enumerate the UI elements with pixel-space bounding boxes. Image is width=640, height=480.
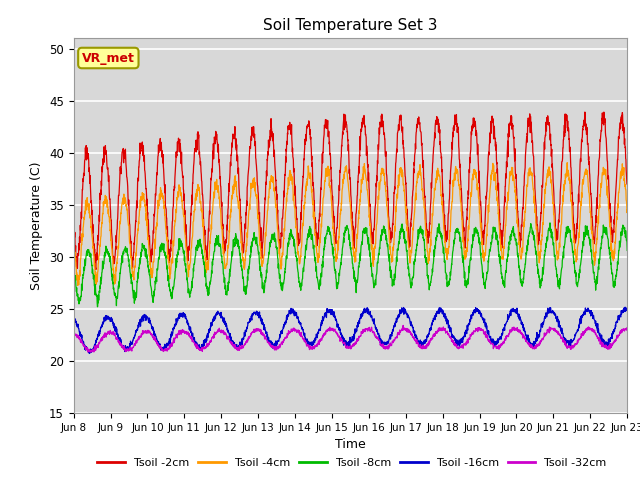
- Tsoil -4cm: [367, 232, 374, 238]
- Tsoil -16cm: [225, 328, 232, 334]
- Tsoil -4cm: [225, 245, 232, 251]
- Tsoil -16cm: [86, 350, 93, 356]
- Tsoil -32cm: [512, 325, 520, 331]
- Y-axis label: Soil Temperature (C): Soil Temperature (C): [31, 161, 44, 290]
- Legend: Tsoil -2cm, Tsoil -4cm, Tsoil -8cm, Tsoil -16cm, Tsoil -32cm: Tsoil -2cm, Tsoil -4cm, Tsoil -8cm, Tsoi…: [93, 453, 611, 472]
- Tsoil -32cm: [86, 349, 94, 355]
- Tsoil -2cm: [574, 201, 582, 206]
- Tsoil -8cm: [546, 220, 554, 226]
- Tsoil -16cm: [621, 304, 629, 310]
- Tsoil -32cm: [225, 335, 232, 341]
- Tsoil -32cm: [70, 330, 77, 336]
- Tsoil -32cm: [590, 329, 598, 335]
- Tsoil -4cm: [74, 282, 81, 288]
- Line: Tsoil -2cm: Tsoil -2cm: [74, 112, 627, 412]
- Line: Tsoil -4cm: Tsoil -4cm: [74, 163, 627, 285]
- Tsoil -2cm: [623, 181, 631, 187]
- Tsoil -32cm: [575, 336, 582, 342]
- Line: Tsoil -32cm: Tsoil -32cm: [74, 325, 627, 352]
- Line: Tsoil -16cm: Tsoil -16cm: [74, 307, 627, 353]
- Tsoil -8cm: [367, 257, 374, 263]
- Tsoil -2cm: [511, 164, 519, 169]
- Tsoil -4cm: [575, 230, 582, 236]
- Tsoil -2cm: [378, 120, 386, 126]
- Tsoil -8cm: [511, 238, 519, 243]
- Tsoil -8cm: [590, 270, 598, 276]
- Tsoil -8cm: [575, 276, 582, 282]
- Tsoil -4cm: [70, 239, 77, 245]
- Tsoil -16cm: [623, 308, 631, 313]
- Tsoil -32cm: [623, 326, 631, 332]
- Tsoil -8cm: [379, 228, 387, 234]
- Tsoil -2cm: [581, 109, 589, 115]
- Tsoil -32cm: [367, 327, 374, 333]
- Tsoil -16cm: [575, 325, 582, 331]
- Tsoil -32cm: [399, 323, 407, 328]
- Tsoil -16cm: [367, 313, 374, 319]
- Tsoil -16cm: [590, 315, 598, 321]
- Title: Soil Temperature Set 3: Soil Temperature Set 3: [263, 18, 438, 33]
- Tsoil -4cm: [563, 160, 571, 166]
- Tsoil -8cm: [93, 304, 101, 310]
- Tsoil -2cm: [224, 207, 232, 213]
- Tsoil -4cm: [379, 166, 387, 172]
- Tsoil -2cm: [70, 409, 77, 415]
- Tsoil -8cm: [623, 248, 631, 253]
- Line: Tsoil -8cm: Tsoil -8cm: [74, 223, 627, 307]
- X-axis label: Time: Time: [335, 438, 366, 451]
- Tsoil -4cm: [623, 207, 631, 213]
- Tsoil -2cm: [590, 234, 598, 240]
- Text: VR_met: VR_met: [82, 51, 135, 64]
- Tsoil -2cm: [367, 209, 374, 215]
- Tsoil -8cm: [70, 267, 77, 273]
- Tsoil -4cm: [511, 187, 519, 193]
- Tsoil -16cm: [511, 309, 519, 314]
- Tsoil -16cm: [379, 339, 387, 345]
- Tsoil -16cm: [70, 316, 77, 322]
- Tsoil -4cm: [590, 252, 598, 258]
- Tsoil -8cm: [225, 279, 232, 285]
- Tsoil -32cm: [379, 343, 387, 348]
